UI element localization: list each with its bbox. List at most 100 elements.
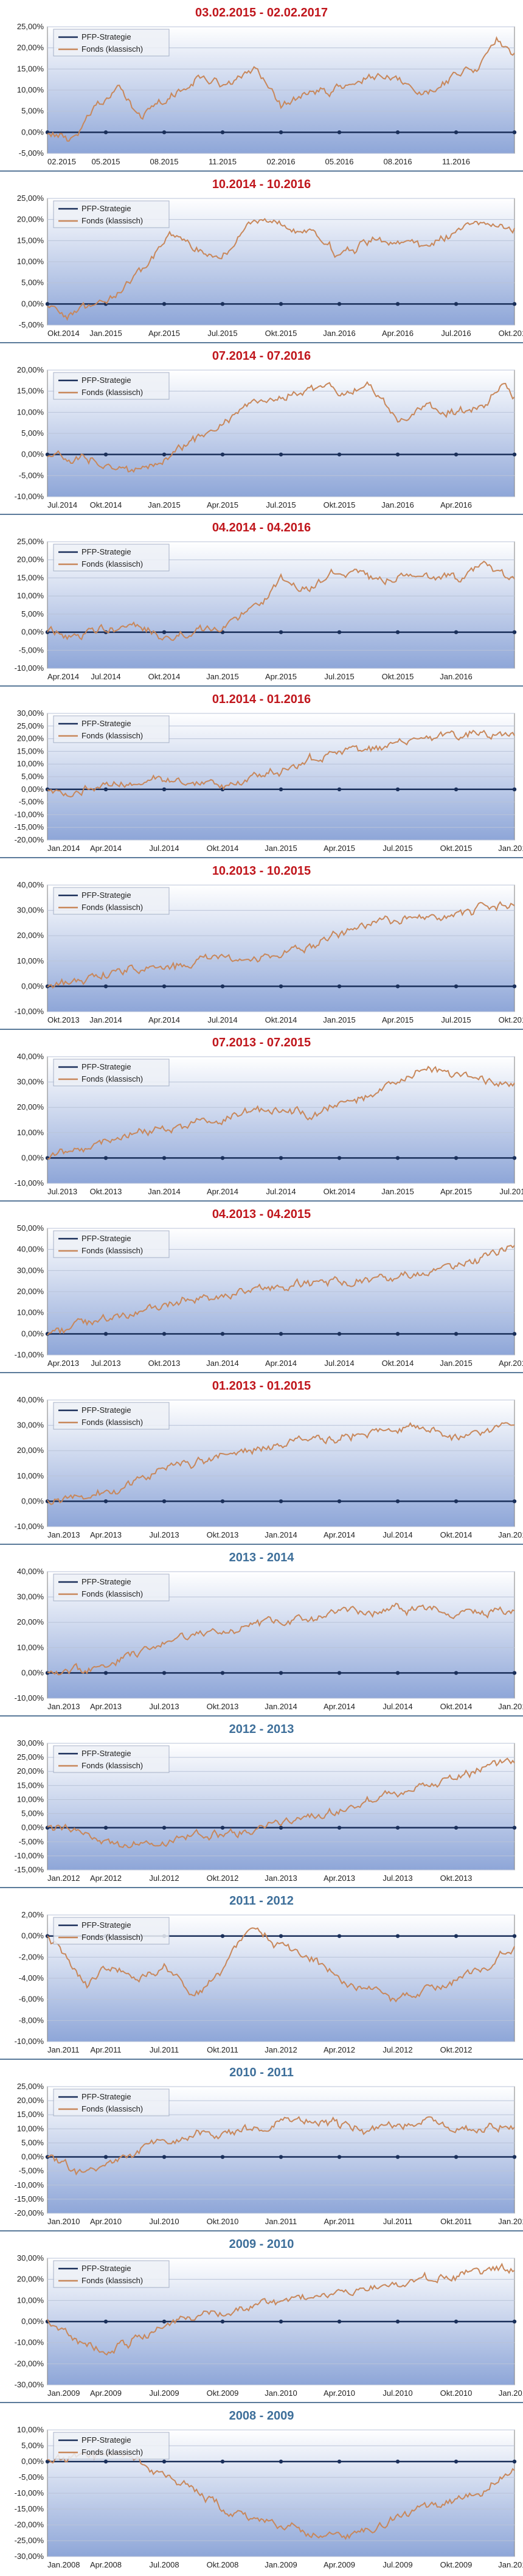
series-pfp-strategie-point xyxy=(279,1499,283,1503)
series-pfp-strategie-point xyxy=(454,630,459,634)
y-tick-label: 20,00% xyxy=(17,215,44,224)
series-pfp-strategie-point xyxy=(454,1332,459,1336)
series-pfp-strategie-point xyxy=(279,1934,283,1938)
y-tick-label: -20,00% xyxy=(15,2520,44,2529)
x-tick-label: Okt.2013 xyxy=(207,1702,239,1711)
series-pfp-strategie-point xyxy=(220,1671,225,1675)
series-pfp-strategie-point xyxy=(279,1156,283,1160)
series-pfp-strategie-point xyxy=(337,2459,342,2464)
y-tick-label: 20,00% xyxy=(17,555,44,564)
y-tick-label: 25,00% xyxy=(17,538,44,546)
y-tick-label: 15,00% xyxy=(17,1780,44,1790)
y-tick-label: -20,00% xyxy=(15,835,44,844)
chart-title: 2009 - 2010 xyxy=(229,2238,294,2251)
chart-panel: 07.2013 - 07.2015 -10,00% 0,00% 10,00% 20,00… xyxy=(0,1030,523,1202)
x-tick-label: Jan.2014 xyxy=(265,1702,297,1711)
series-pfp-strategie-point xyxy=(103,1671,108,1675)
y-tick-label: 0,00% xyxy=(21,1668,44,1677)
y-tick-label: 0,00% xyxy=(21,2152,44,2161)
y-tick-label: -5,00% xyxy=(19,149,44,158)
series-pfp-strategie-point xyxy=(337,130,342,135)
series-fonds-klassisch-line xyxy=(47,218,515,321)
series-pfp-strategie-point xyxy=(512,630,517,634)
x-tick-label: Okt.2009 xyxy=(440,2560,473,2569)
legend-label: Fonds (klassisch) xyxy=(81,216,143,225)
series-pfp-strategie-point xyxy=(279,984,283,989)
x-tick-label: 11.2015 xyxy=(209,157,237,166)
y-tick-label: 15,00% xyxy=(17,387,44,396)
panel-divider xyxy=(0,1200,523,1202)
x-tick-label: 11.2016 xyxy=(442,157,470,166)
y-tick-label: -10,00% xyxy=(15,1350,44,1359)
x-tick-label: Jan.2015 xyxy=(148,500,181,509)
y-tick-label: 10,00% xyxy=(17,1794,44,1804)
x-tick-label: 08.2015 xyxy=(150,157,179,166)
series-pfp-strategie-point xyxy=(220,1332,225,1336)
y-tick-label: 10,00% xyxy=(17,1128,44,1137)
series-pfp-strategie-point xyxy=(279,1671,283,1675)
x-tick-label: Okt.2014 xyxy=(47,329,80,338)
y-tick-label: 25,00% xyxy=(17,2083,44,2091)
y-tick-label: -10,00% xyxy=(15,2037,44,2046)
y-tick-label: 0,00% xyxy=(21,1329,44,1338)
y-tick-label: 10,00% xyxy=(17,407,44,416)
x-tick-label: Jul.2014 xyxy=(149,844,179,853)
y-tick-label: 10,00% xyxy=(17,85,44,94)
x-tick-label: Okt.2014 xyxy=(440,1702,473,1711)
y-tick-label: -5,00% xyxy=(19,1837,44,1846)
series-pfp-strategie-point xyxy=(103,452,108,457)
series-fonds-klassisch-line xyxy=(47,1757,515,1849)
series-fonds-klassisch-line xyxy=(47,36,515,142)
series-pfp-strategie-point xyxy=(103,1332,108,1336)
x-tick-label: Jan.2014 xyxy=(265,1530,297,1539)
x-tick-label: Jan.2011 xyxy=(265,2217,297,2226)
x-tick-label: Apr.2014 xyxy=(47,672,79,681)
y-tick-label: 30,00% xyxy=(17,1421,44,1430)
y-tick-label: -5,00% xyxy=(19,645,44,654)
series-fonds-klassisch-line xyxy=(47,561,515,642)
y-tick-label: 20,00% xyxy=(17,2096,44,2105)
series-pfp-strategie-point xyxy=(512,452,517,457)
panel-divider xyxy=(0,170,523,172)
x-tick-label: Okt.2015 xyxy=(382,672,414,681)
y-tick-label: 0,00% xyxy=(21,785,44,794)
chart-panel: 2008 - 2009 -30,00% -25,00% -20,00% -15,00% -… xyxy=(0,2403,523,2575)
x-tick-label: Jan.2016 xyxy=(440,672,473,681)
y-tick-label: -10,00% xyxy=(15,1522,44,1531)
series-pfp-strategie-point xyxy=(454,452,459,457)
x-tick-label: Jan.2010 xyxy=(47,2217,80,2226)
x-tick-label: 05.2016 xyxy=(325,157,354,166)
x-tick-label: Apr.2013 xyxy=(90,1702,122,1711)
chart-title: 01.2013 - 01.2015 xyxy=(212,1379,311,1393)
panel-divider xyxy=(0,2230,523,2231)
x-tick-label: Jul.2014 xyxy=(207,1015,237,1024)
panel-divider xyxy=(0,1887,523,1888)
chart-panel: 2012 - 2013 -15,00% -10,00% -5,00% 0,00% 5,00… xyxy=(0,1717,523,1888)
series-pfp-strategie-point xyxy=(454,302,459,306)
x-tick-label: Okt.2014 xyxy=(148,672,181,681)
series-pfp-strategie-point xyxy=(103,1156,108,1160)
x-tick-label: Jan.2016 xyxy=(381,500,414,509)
chart-title: 04.2013 - 04.2015 xyxy=(212,1208,311,1221)
legend-label: Fonds (klassisch) xyxy=(81,559,143,569)
series-pfp-strategie-point xyxy=(395,630,400,634)
series-pfp-strategie-point xyxy=(162,2155,167,2159)
y-tick-label: 0,00% xyxy=(21,1931,44,1941)
series-pfp-strategie-point xyxy=(162,1332,167,1336)
y-tick-label: -5,00% xyxy=(19,2166,44,2175)
x-tick-label: Jul.2014 xyxy=(91,672,120,681)
y-tick-label: 15,00% xyxy=(17,236,44,245)
x-tick-label: Jul.2014 xyxy=(266,1187,296,1196)
legend: PFP-Strategie Fonds (klassisch) xyxy=(53,1230,170,1258)
x-tick-label: Jul.2015 xyxy=(441,1015,471,1024)
x-tick-label: Jul.2013 xyxy=(91,1359,120,1368)
y-tick-label: -10,00% xyxy=(15,1007,44,1016)
series-fonds-klassisch-line xyxy=(47,729,515,798)
line-chart: -20,00% -15,00% -10,00% -5,00% 0,00% 5,00% 10,… xyxy=(15,2083,523,2226)
line-chart: -15,00% -10,00% -5,00% 0,00% 5,00% 10,00% 15,0… xyxy=(15,1740,517,1883)
y-tick-label: 20,00% xyxy=(17,1446,44,1455)
series-pfp-strategie-point xyxy=(103,130,108,135)
y-tick-label: -8,00% xyxy=(19,2015,44,2025)
x-tick-label: Jul.2015 xyxy=(499,1187,523,1196)
series-pfp-strategie-point xyxy=(162,984,167,989)
